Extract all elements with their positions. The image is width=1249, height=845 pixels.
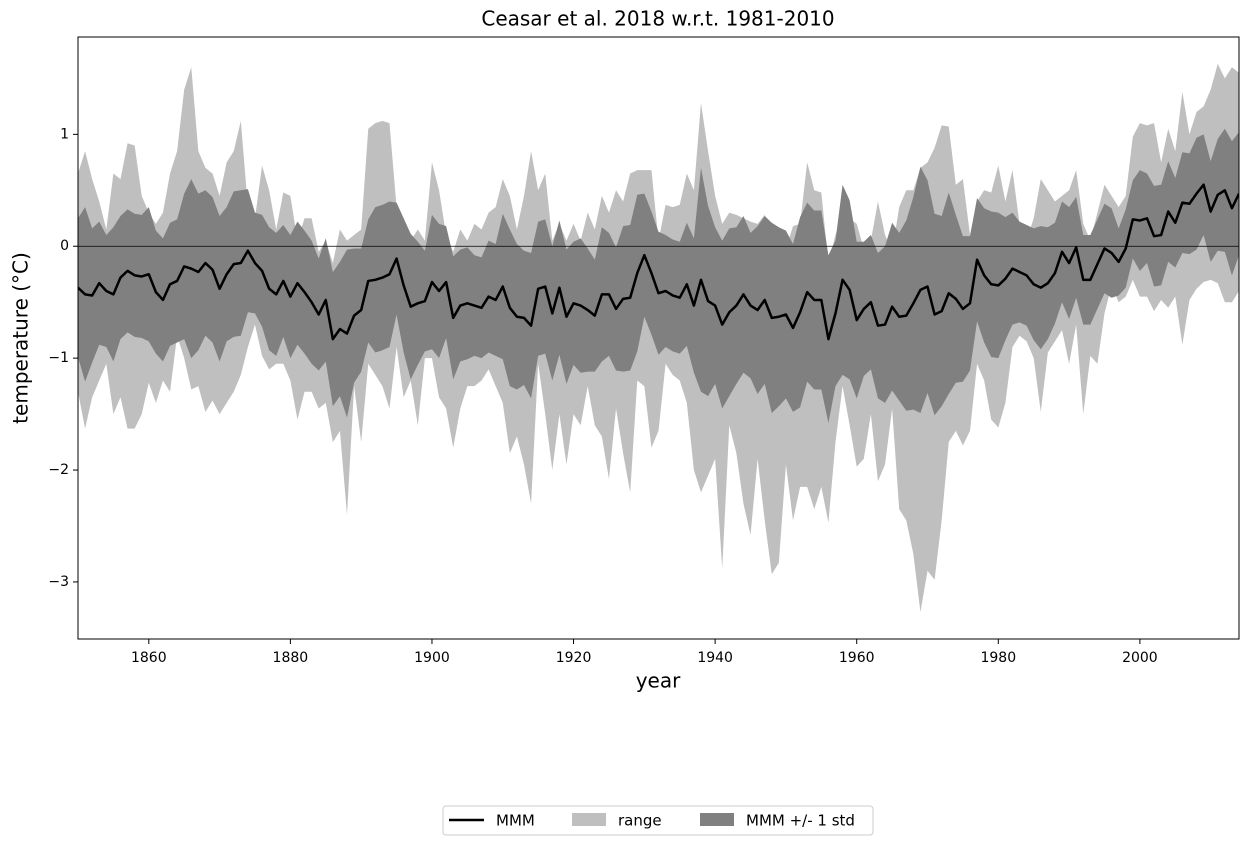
plot-area — [78, 63, 1239, 613]
legend-label: MMM +/- 1 std — [746, 812, 855, 830]
y-axis-label: temperature (°C) — [9, 252, 33, 424]
x-tick-label: 1920 — [556, 650, 592, 666]
y-tick-label: −2 — [48, 462, 69, 478]
legend-swatch — [700, 813, 734, 826]
x-tick-label: 2000 — [1122, 650, 1158, 666]
axes-frame — [77, 36, 1240, 640]
std-band — [78, 128, 1239, 424]
legend-label: range — [618, 812, 662, 830]
x-axis-label: year — [636, 669, 681, 693]
x-tick-label: 1980 — [980, 650, 1016, 666]
mmm-line — [78, 183, 1239, 341]
chart-title: Ceasar et al. 2018 w.r.t. 1981-2010 — [481, 7, 834, 31]
y-tick-label: −1 — [48, 350, 69, 366]
legend-label: MMM — [496, 812, 535, 830]
legend-swatch — [572, 813, 606, 826]
y-tick-label: 1 — [60, 126, 69, 142]
x-tick-label: 1900 — [414, 650, 450, 666]
x-tick-label: 1940 — [697, 650, 733, 666]
x-tick-label: 1860 — [131, 650, 167, 666]
x-tick-label: 1880 — [273, 650, 309, 666]
x-tick-label: 1960 — [839, 650, 875, 666]
y-tick-label: 0 — [60, 238, 69, 254]
legend-box — [442, 805, 874, 836]
y-tick-label: −3 — [48, 574, 69, 590]
